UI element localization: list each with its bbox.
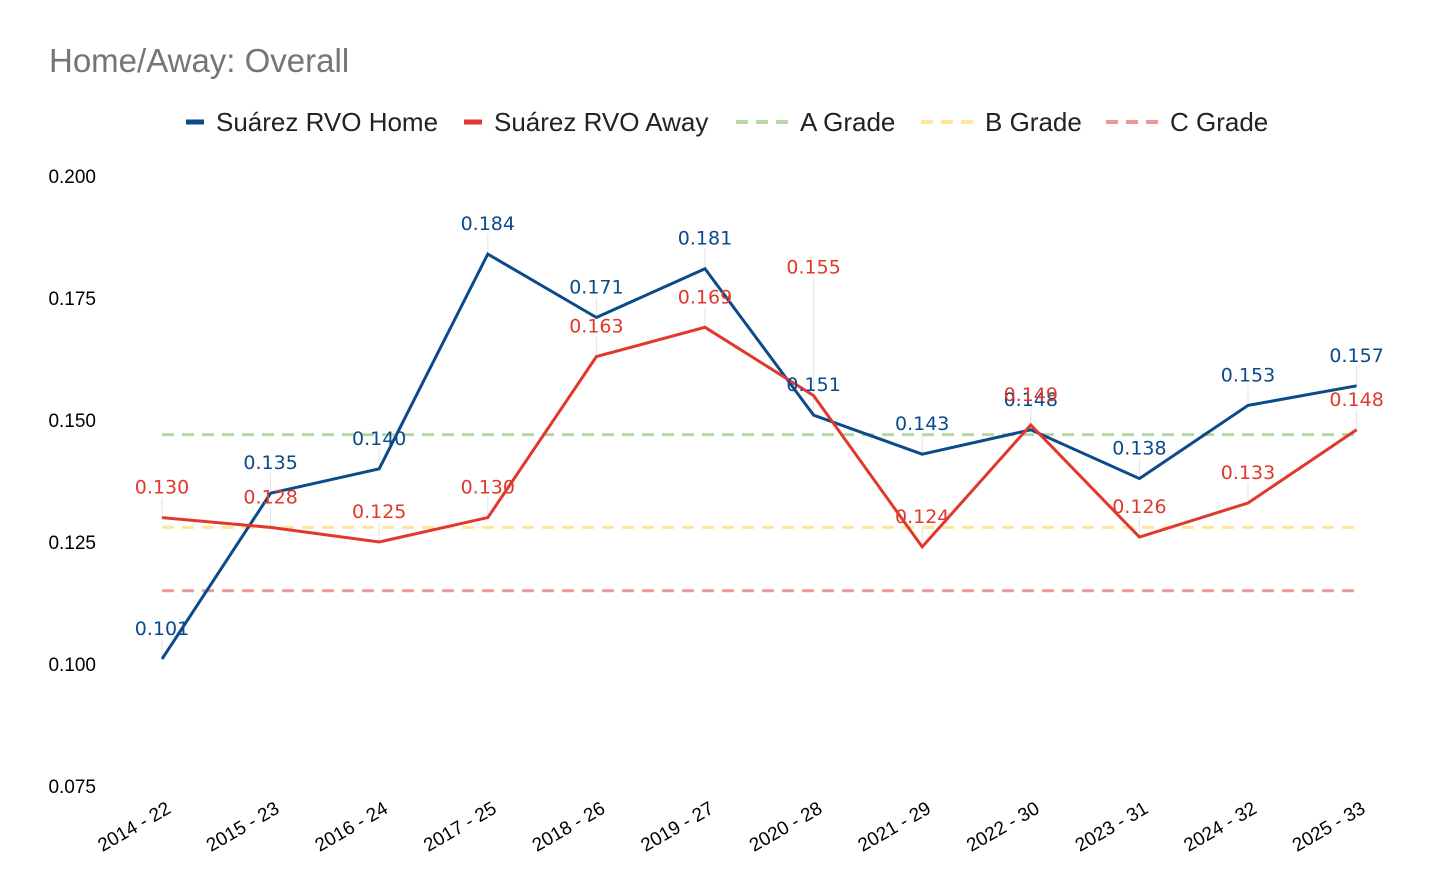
y-tick-label: 0.100 [48,655,96,676]
data-label-home: 0.138 [1112,438,1166,460]
series-line-home [160,252,1357,660]
data-labels: 0.101 0.135 0.140 0.184 0.171 0.181 0.151 0.143… [135,213,1384,640]
data-label-away: 0.124 [895,506,949,528]
data-label-home: 0.148 [1004,389,1058,411]
data-label-away: 0.149 [1004,384,1058,406]
x-tick-label: 2019 - 27 [637,798,717,856]
series-line-away [161,325,1358,550]
x-tick-label: 2025 - 33 [1289,798,1369,856]
x-axis: 2014 - 22 2015 - 23 2016 - 24 2017 - 25 2018… [94,798,1369,857]
data-label-home: 0.140 [352,428,406,450]
legend-label-b-grade: B Grade [985,107,1082,137]
data-label-away: 0.163 [569,316,623,338]
x-tick-label: 2021 - 29 [855,798,935,856]
data-label-away: 0.169 [678,286,732,308]
data-label-away: 0.148 [1329,389,1383,411]
chart-title: Home/Away: Overall [49,42,349,79]
data-label-home: 0.184 [461,213,515,235]
x-tick-label: 2016 - 24 [312,798,392,857]
y-tick-label: 0.200 [48,167,96,188]
data-label-away: 0.128 [243,486,297,508]
data-label-home: 0.153 [1221,364,1275,386]
data-label-home: 0.135 [243,452,297,474]
x-tick-label: 2015 - 23 [203,798,283,856]
y-axis: 0.200 0.175 0.150 0.125 0.100 0.075 [48,167,96,798]
x-tick-label: 2020 - 28 [746,798,826,856]
data-label-away: 0.133 [1221,462,1275,484]
y-tick-label: 0.150 [48,411,96,432]
data-label-home: 0.181 [678,228,732,250]
x-tick-label: 2022 - 30 [963,798,1043,856]
legend: Suárez RVO Home Suárez RVO Away A Grade B G… [186,107,1268,137]
series-lines [160,252,1358,660]
data-label-away: 0.126 [1112,496,1166,518]
data-label-home: 0.143 [895,413,949,435]
data-label-away: 0.125 [352,501,406,523]
legend-label-away: Suárez RVO Away [494,107,708,137]
data-label-home: 0.171 [569,277,623,299]
y-tick-label: 0.125 [48,533,96,554]
x-tick-label: 2024 - 32 [1180,798,1260,856]
x-tick-label: 2018 - 26 [529,798,609,856]
data-label-home: 0.157 [1329,345,1383,367]
legend-label-c-grade: C Grade [1170,107,1268,137]
data-label-away: 0.130 [135,477,189,499]
data-label-home: 0.151 [786,374,840,396]
x-tick-label: 2017 - 25 [420,798,500,856]
legend-label-home: Suárez RVO Home [216,107,438,137]
data-label-away: 0.130 [461,477,515,499]
y-tick-label: 0.175 [48,289,96,310]
data-label-home: 0.101 [135,618,189,640]
data-label-away: 0.155 [786,257,840,279]
legend-label-a-grade: A Grade [800,107,895,137]
reference-lines [162,433,1357,593]
x-tick-label: 2014 - 22 [94,798,174,856]
label-guides [161,234,1358,660]
x-tick-label: 2023 - 31 [1072,798,1152,856]
y-tick-label: 0.075 [48,777,96,798]
